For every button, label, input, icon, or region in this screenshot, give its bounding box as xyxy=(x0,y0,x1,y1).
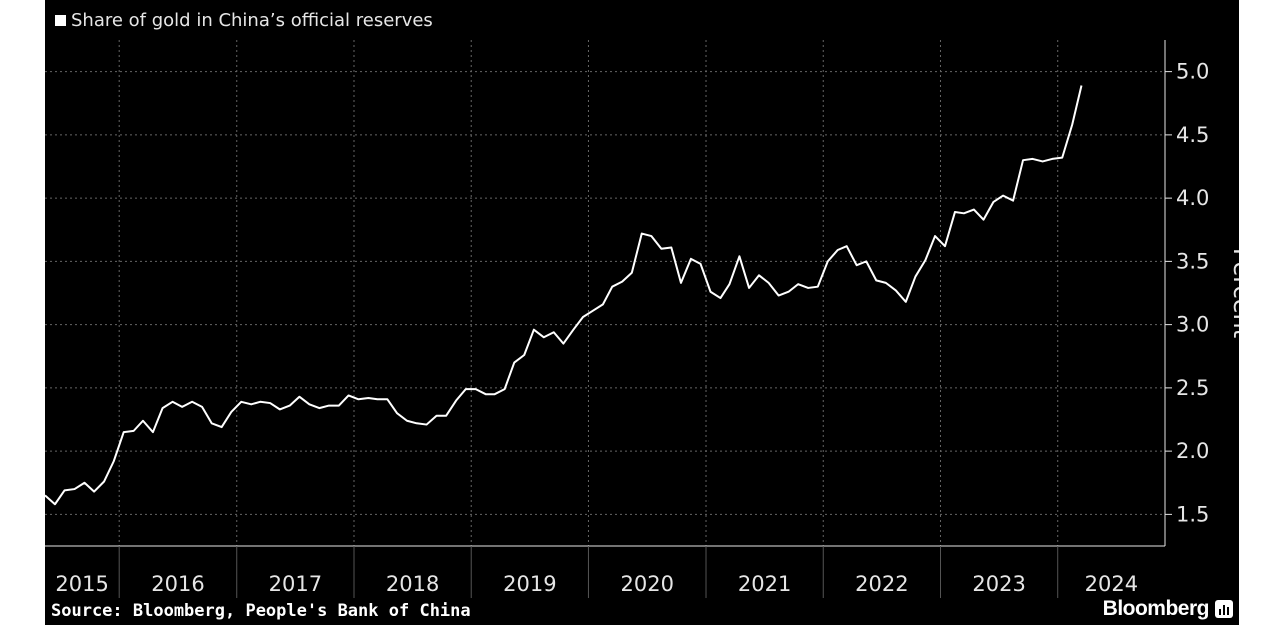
x-tick-label: 2021 xyxy=(738,572,791,596)
y-tick-label: 2.0 xyxy=(1176,439,1209,463)
chart-frame: Share of gold in China’s official reserv… xyxy=(45,0,1239,625)
series-line-gold-share xyxy=(45,85,1083,506)
axis-layer xyxy=(45,40,1172,598)
y-tick-label: 4.5 xyxy=(1176,123,1209,147)
x-tick-label: 2019 xyxy=(503,572,556,596)
x-tick-label: 2020 xyxy=(621,572,674,596)
y-axis-title: Percent xyxy=(1228,248,1239,338)
x-tick-label: 2022 xyxy=(855,572,908,596)
series-layer xyxy=(45,85,1083,506)
line-chart: 1.5 2.0 2.5 3.0 3.5 4.0 4.5 5.0 2015 2016 2017 2018… xyxy=(45,40,1239,598)
legend: Share of gold in China’s official reserv… xyxy=(55,10,433,31)
x-tick-label: 2024 xyxy=(1085,572,1138,596)
y-tick-label: 3.0 xyxy=(1176,313,1209,337)
x-tick-label: 2017 xyxy=(269,572,322,596)
label-layer: 1.5 2.0 2.5 3.0 3.5 4.0 4.5 5.0 2015 2016 2017 2018… xyxy=(55,60,1239,596)
brand: Bloomberg xyxy=(1103,597,1233,621)
y-tick-label: 5.0 xyxy=(1176,60,1209,84)
y-tick-label: 1.5 xyxy=(1176,502,1209,526)
x-tick-label: 2023 xyxy=(972,572,1025,596)
y-tick-label: 4.0 xyxy=(1176,186,1209,210)
grid-layer xyxy=(45,40,1165,546)
bloomberg-terminal-icon xyxy=(1215,600,1233,618)
x-tick-label: 2018 xyxy=(386,572,439,596)
x-tick-label: 2015 xyxy=(55,572,108,596)
x-tick-label: 2016 xyxy=(151,572,204,596)
source-note: Source: Bloomberg, People's Bank of Chin… xyxy=(51,601,471,621)
y-tick-label: 2.5 xyxy=(1176,376,1209,400)
legend-label: Share of gold in China’s official reserv… xyxy=(71,10,433,31)
y-tick-label: 3.5 xyxy=(1176,249,1209,273)
brand-name: Bloomberg xyxy=(1102,597,1210,620)
legend-swatch xyxy=(55,15,66,26)
